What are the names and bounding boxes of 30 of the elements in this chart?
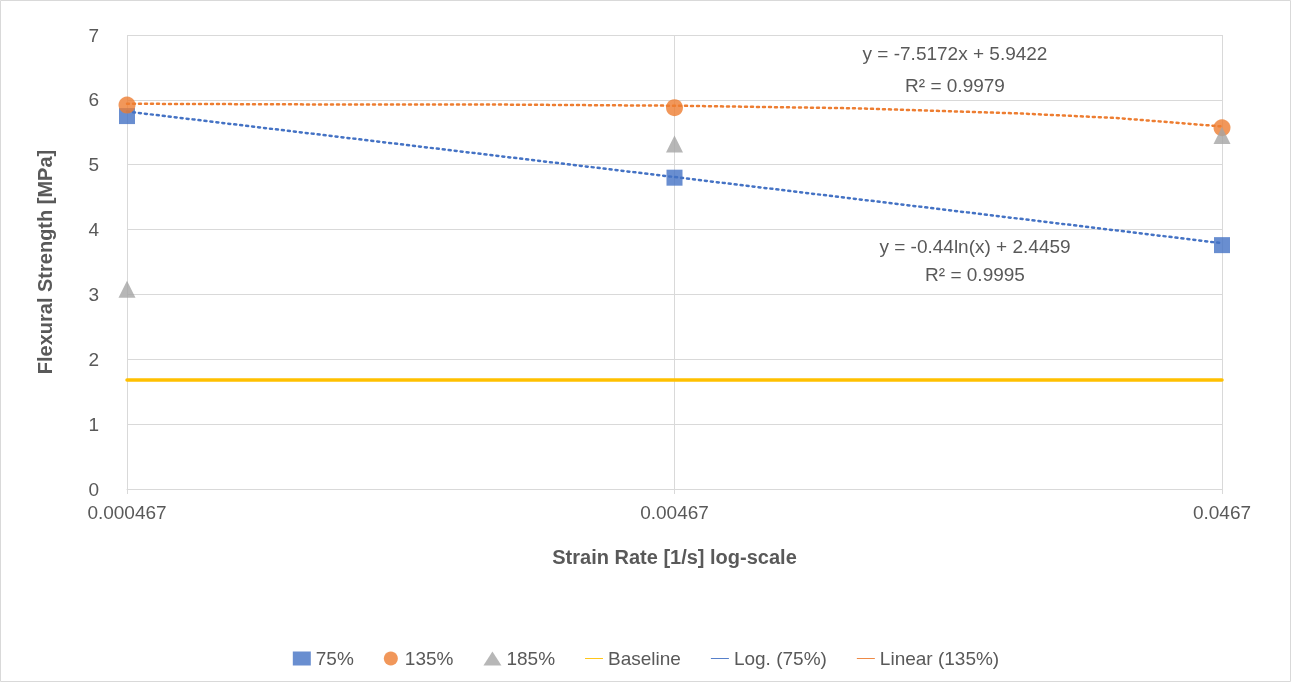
- legend-label: Linear (135%): [879, 648, 1000, 669]
- point: [666, 135, 683, 153]
- annotation: y = -0.44ln(x) + 2.4459: [879, 235, 1071, 257]
- annotation: R² = 0.9995: [925, 263, 1025, 285]
- y-tick-label: 3: [88, 283, 99, 305]
- y-tick-label: 6: [88, 89, 99, 111]
- point: [118, 280, 136, 298]
- x-tick-label: 0.000467: [87, 502, 167, 523]
- annotation: y = -7.5172x + 5.9422: [862, 42, 1048, 64]
- y-tick-label: 7: [88, 24, 99, 46]
- y-tick-label: 2: [88, 348, 99, 370]
- y-tick-label: 4: [88, 219, 100, 241]
- point: [666, 99, 683, 117]
- x-axis-title: Strain Rate [1/s] log-scale: [552, 546, 797, 568]
- y-tick-label: 0: [88, 478, 99, 500]
- point: [1213, 127, 1231, 145]
- legend-label: Log. (75%): [733, 648, 827, 669]
- legend-label: 75%: [315, 648, 354, 669]
- y-tick-label: 1: [88, 413, 99, 435]
- legend-label: 135%: [404, 648, 454, 669]
- x-tick-label: 0.0467: [1192, 502, 1252, 523]
- point: [666, 169, 683, 186]
- point: [118, 96, 136, 114]
- point: [1214, 237, 1230, 254]
- x-tick-label: 0.00467: [640, 502, 709, 523]
- legend-label: Baseline: [608, 648, 681, 669]
- annotation: R² = 0.9979: [905, 74, 1005, 96]
- legend-label: 185%: [506, 648, 556, 669]
- y-axis-title: Flexural Strength [MPa]: [34, 149, 56, 375]
- y-tick-label: 5: [88, 154, 99, 176]
